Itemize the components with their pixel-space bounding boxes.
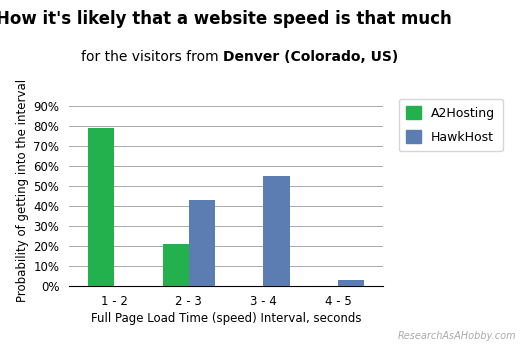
- Bar: [189, 200, 215, 286]
- Y-axis label: Probability of getting into the interval: Probability of getting into the interval: [16, 79, 29, 302]
- Text: for the visitors from: for the visitors from: [81, 50, 223, 64]
- Text: Denver (Colorado, US): Denver (Colorado, US): [223, 50, 398, 64]
- Text: ResearchAsAHobby.com: ResearchAsAHobby.com: [397, 331, 516, 341]
- Bar: [263, 176, 289, 286]
- Bar: [88, 128, 114, 286]
- Bar: [338, 280, 364, 286]
- Legend: A2Hosting, HawkHost: A2Hosting, HawkHost: [398, 99, 503, 151]
- Text: How it's likely that a website speed is that much: How it's likely that a website speed is …: [0, 10, 451, 28]
- Bar: [163, 244, 189, 286]
- X-axis label: Full Page Load Time (speed) Interval, seconds: Full Page Load Time (speed) Interval, se…: [91, 312, 361, 325]
